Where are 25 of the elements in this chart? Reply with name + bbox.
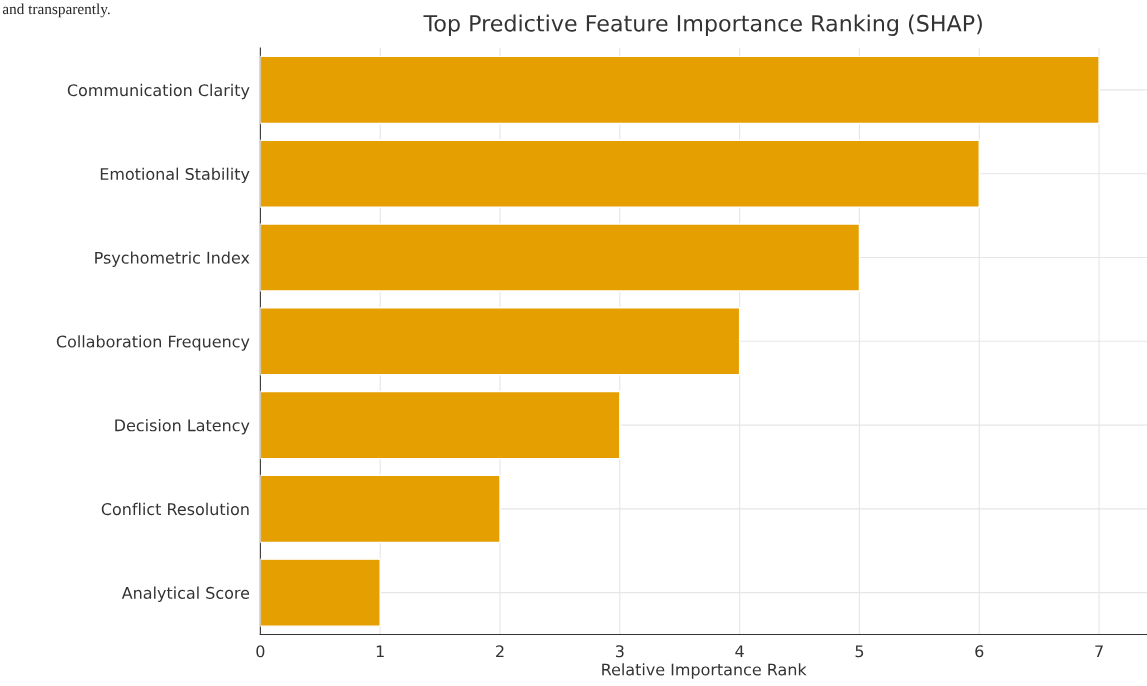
- bar: [260, 558, 381, 627]
- y-tick-label: Psychometric Index: [95, 251, 250, 267]
- x-tick-label: 1: [376, 645, 384, 658]
- x-tick-label: 6: [975, 645, 984, 658]
- bar: [260, 139, 980, 208]
- text: and transparently.: [2, 3, 110, 18]
- chart-title: Top Predictive Feature Importance Ranking (SHAP): [423, 14, 982, 36]
- bar: [260, 307, 741, 376]
- bar: [260, 390, 621, 460]
- y-tick-label: Emotional Stability: [100, 167, 250, 184]
- y-tick-label: Analytical Score: [121, 586, 250, 603]
- y-tick-label: Decision Latency: [115, 419, 250, 435]
- bar: [260, 474, 501, 544]
- x-tick-label: 3: [615, 645, 624, 658]
- y-tick-label: Collaboration Frequency: [56, 335, 250, 351]
- x-tick-label: 4: [735, 645, 744, 658]
- bar: [260, 223, 861, 292]
- x-tick-label: 5: [855, 645, 864, 658]
- y-tick-label: Conflict Resolution: [101, 502, 249, 516]
- y-tick-label: Communication Clarity: [67, 83, 250, 100]
- x-axis-title: Relative Importance Rank: [602, 663, 807, 679]
- x-tick-label: 7: [1095, 645, 1103, 658]
- bar: [260, 55, 1100, 125]
- x-tick-label: 2: [496, 645, 504, 658]
- x-tick-label: 0: [256, 645, 265, 658]
